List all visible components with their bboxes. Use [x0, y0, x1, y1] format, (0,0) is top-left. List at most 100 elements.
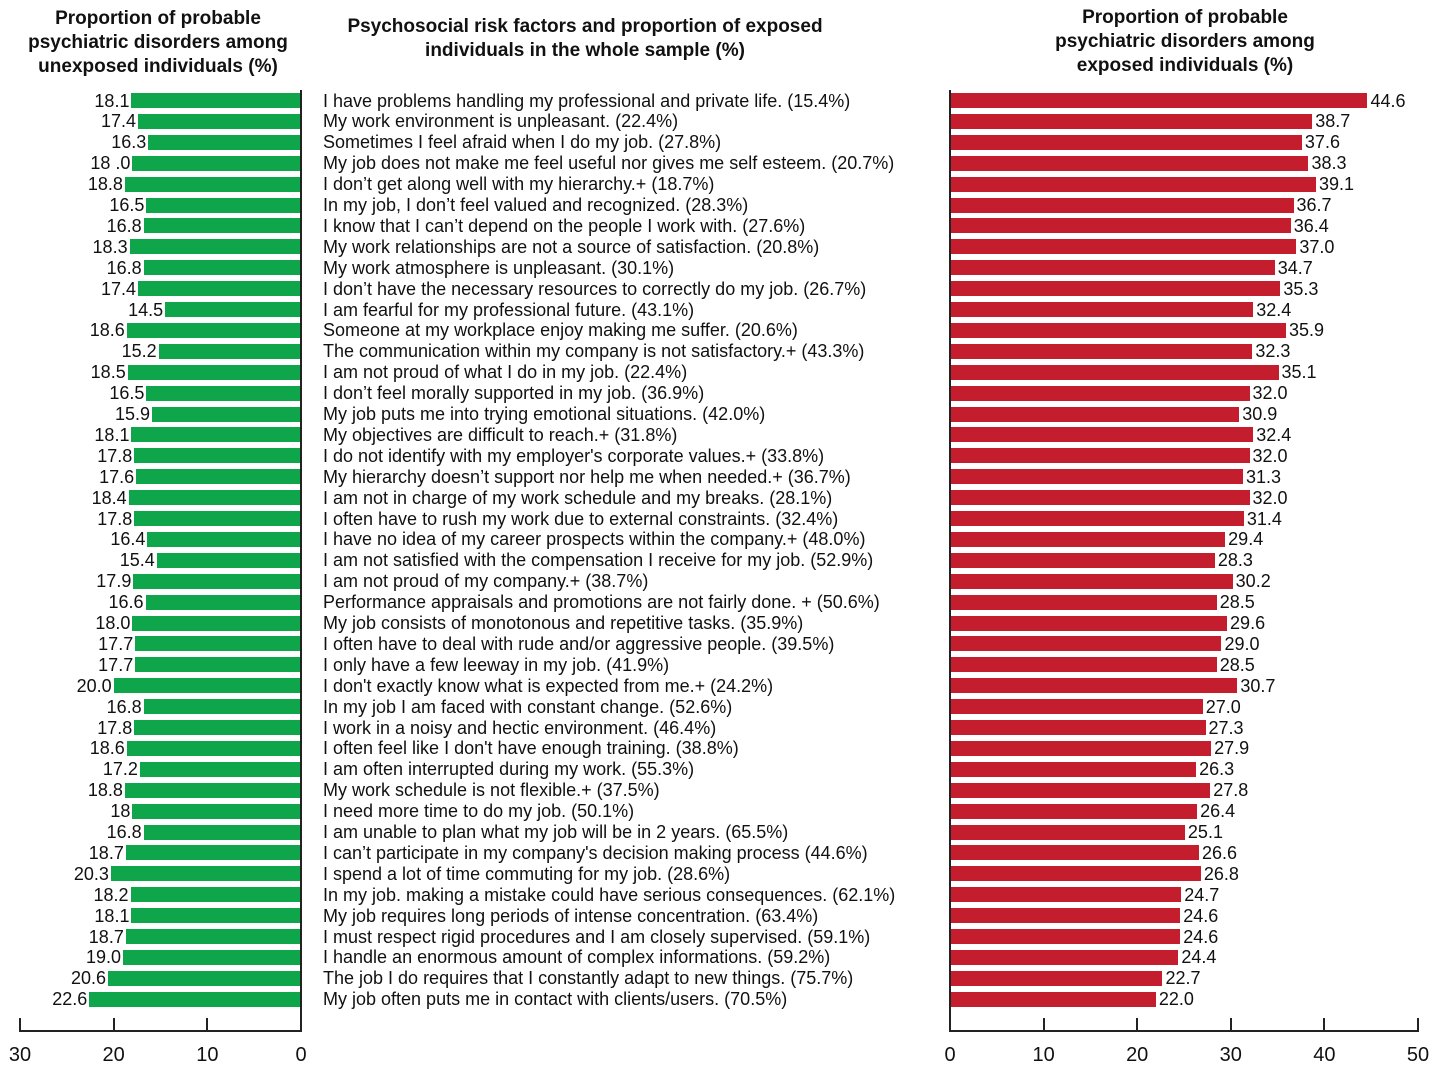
unexposed-bar	[110, 866, 301, 882]
risk-factor-label: I am unable to plan what my job will be …	[323, 822, 789, 842]
risk-factor-label: I am not satisfied with the compensation…	[323, 550, 874, 571]
exposed-value-label: 27.8	[1213, 780, 1249, 801]
unexposed-bar	[135, 657, 301, 673]
exposed-bar	[950, 845, 1199, 861]
unexposed-value-label: 17.8	[97, 445, 133, 466]
left-axis-tick-label: 0	[295, 1044, 307, 1066]
risk-factor-label: In my job, I don’t feel valued and recog…	[323, 195, 749, 215]
risk-factor-label: Someone at my workplace enjoy making me …	[323, 320, 798, 341]
unexposed-bar	[139, 761, 301, 777]
risk-factor-label: I am often interrupted during my work. (…	[323, 759, 695, 780]
right-axis-tick	[1417, 1018, 1419, 1032]
exposed-value-label: 24.7	[1184, 884, 1220, 905]
risk-factor-label: My work schedule is not flexible.+ (37.5…	[323, 780, 660, 801]
unexposed-bar	[148, 134, 301, 150]
unexposed-value-label: 17.6	[99, 466, 135, 487]
exposed-bar	[950, 218, 1291, 234]
exposed-bar	[950, 490, 1250, 506]
exposed-bar	[950, 761, 1197, 777]
left-axis-tick-label: 20	[102, 1044, 125, 1066]
unexposed-bar	[132, 803, 301, 819]
unexposed-value-label: 17.2	[102, 759, 138, 780]
unexposed-value-label: 16.8	[106, 215, 142, 236]
risk-factor-label: I know that I can’t depend on the people…	[323, 215, 806, 236]
exposed-value-label: 32.4	[1256, 424, 1292, 445]
risk-factor-label: The job I do requires that I constantly …	[323, 968, 854, 989]
unexposed-bar	[134, 720, 301, 735]
exposed-value-label: 26.6	[1201, 842, 1238, 863]
exposed-bar	[950, 594, 1217, 610]
risk-factor-label: My work relationships are not a source o…	[323, 236, 820, 257]
exposed-value-label: 30.2	[1235, 571, 1271, 592]
risk-factor-label: My job puts me into trying emotional sit…	[323, 404, 766, 424]
unexposed-value-label: 18.8	[87, 780, 123, 801]
exposed-value-label: 36.4	[1293, 215, 1329, 236]
unexposed-bar	[132, 615, 301, 631]
left-y-axis-line	[300, 90, 302, 1030]
exposed-bar	[950, 908, 1181, 924]
unexposed-value-label: 18.5	[90, 362, 126, 383]
unexposed-bar	[152, 406, 301, 422]
unexposed-bar	[143, 699, 301, 715]
risk-factor-label: I do not identify with my employer's cor…	[323, 445, 825, 466]
exposed-value-label: 37.6	[1304, 132, 1340, 153]
risk-factor-label: I often have to rush my work due to exte…	[323, 508, 839, 529]
unexposed-value-label: 16.8	[106, 696, 142, 717]
unexposed-bar	[123, 949, 301, 965]
exposed-value-label: 32.3	[1255, 341, 1291, 362]
exposed-bar	[950, 364, 1279, 380]
risk-factor-label: I don’t feel morally supported in my job…	[323, 383, 705, 404]
risk-factor-label: My job consists of monotonous and repeti…	[323, 613, 804, 633]
exposed-bar	[950, 406, 1240, 422]
exposed-bar	[950, 699, 1203, 715]
risk-factor-label: I can’t participate in my company's deci…	[323, 842, 868, 863]
unexposed-value-label: 17.8	[97, 717, 133, 738]
unexposed-bar	[135, 636, 301, 652]
left-panel-title: Proportion of probable psychiatric disor…	[28, 8, 288, 77]
exposed-value-label: 37.0	[1299, 236, 1335, 257]
unexposed-bar	[136, 469, 301, 485]
left-axis-tick-label: 30	[8, 1044, 32, 1066]
unexposed-bar	[130, 887, 301, 903]
risk-factor-label: In my job. making a mistake could have s…	[323, 884, 896, 905]
unexposed-value-label: 17.7	[98, 654, 134, 675]
exposed-bar	[950, 929, 1181, 944]
unexposed-value-label: 20.3	[73, 863, 109, 884]
unexposed-bar	[132, 155, 301, 171]
exposed-bar	[950, 970, 1163, 986]
exposed-value-label: 27.9	[1214, 738, 1250, 759]
exposed-value-label: 28.3	[1217, 550, 1253, 571]
exposed-bar	[950, 239, 1297, 255]
unexposed-value-label: 18.2	[93, 884, 129, 905]
unexposed-value-label: 14.5	[128, 299, 164, 320]
right-axis-tick-label: 10	[1032, 1044, 1055, 1066]
risk-factor-label: My work environment is unpleasant. (22.4…	[323, 111, 679, 132]
exposed-value-label: 28.5	[1219, 654, 1255, 675]
risk-factor-label: I often have to deal with rude and/or ag…	[323, 633, 835, 654]
right-x-axis-line	[949, 1030, 1419, 1032]
exposed-value-label: 32.0	[1252, 445, 1288, 466]
left-axis-tick	[112, 1018, 115, 1032]
exposed-bar	[950, 469, 1243, 485]
exposed-value-label: 22.0	[1158, 989, 1194, 1010]
exposed-bar	[950, 720, 1206, 735]
unexposed-bar	[108, 970, 301, 986]
exposed-bar	[950, 448, 1250, 464]
exposed-value-label: 31.3	[1245, 466, 1281, 487]
unexposed-value-label: 19.0	[86, 947, 122, 968]
unexposed-value-label: 17.4	[100, 278, 137, 299]
exposed-bar	[950, 93, 1368, 108]
unexposed-bar	[127, 364, 301, 380]
exposed-value-label: 26.8	[1203, 863, 1239, 884]
risk-factor-label: I don’t have the necessary resources to …	[323, 278, 867, 299]
unexposed-value-label: 18.6	[89, 738, 125, 759]
exposed-bar	[950, 343, 1253, 359]
unexposed-value-label: 15.9	[115, 404, 151, 424]
unexposed-value-label: 18 .0	[90, 153, 131, 174]
exposed-bar	[950, 322, 1287, 338]
risk-factor-label: My objectives are difficult to reach.+ (…	[323, 424, 678, 445]
exposed-value-label: 24.6	[1183, 905, 1219, 926]
exposed-value-label: 27.3	[1208, 717, 1244, 738]
unexposed-bar	[134, 511, 301, 526]
risk-factor-label: I often feel like I don't have enough tr…	[323, 738, 739, 759]
